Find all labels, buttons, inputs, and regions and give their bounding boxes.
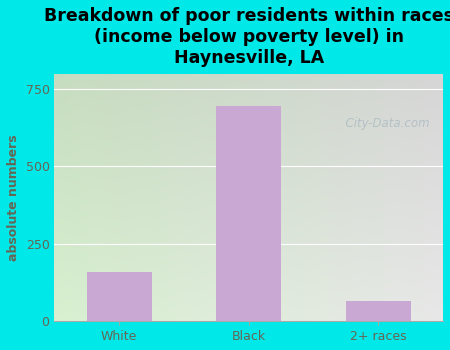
Y-axis label: absolute numbers: absolute numbers	[7, 134, 20, 261]
Text: City-Data.com: City-Data.com	[338, 117, 430, 130]
Title: Breakdown of poor residents within races
(income below poverty level) in
Haynesv: Breakdown of poor residents within races…	[44, 7, 450, 66]
Bar	[87, 272, 152, 321]
Bar	[216, 106, 281, 321]
Bar	[346, 301, 411, 321]
